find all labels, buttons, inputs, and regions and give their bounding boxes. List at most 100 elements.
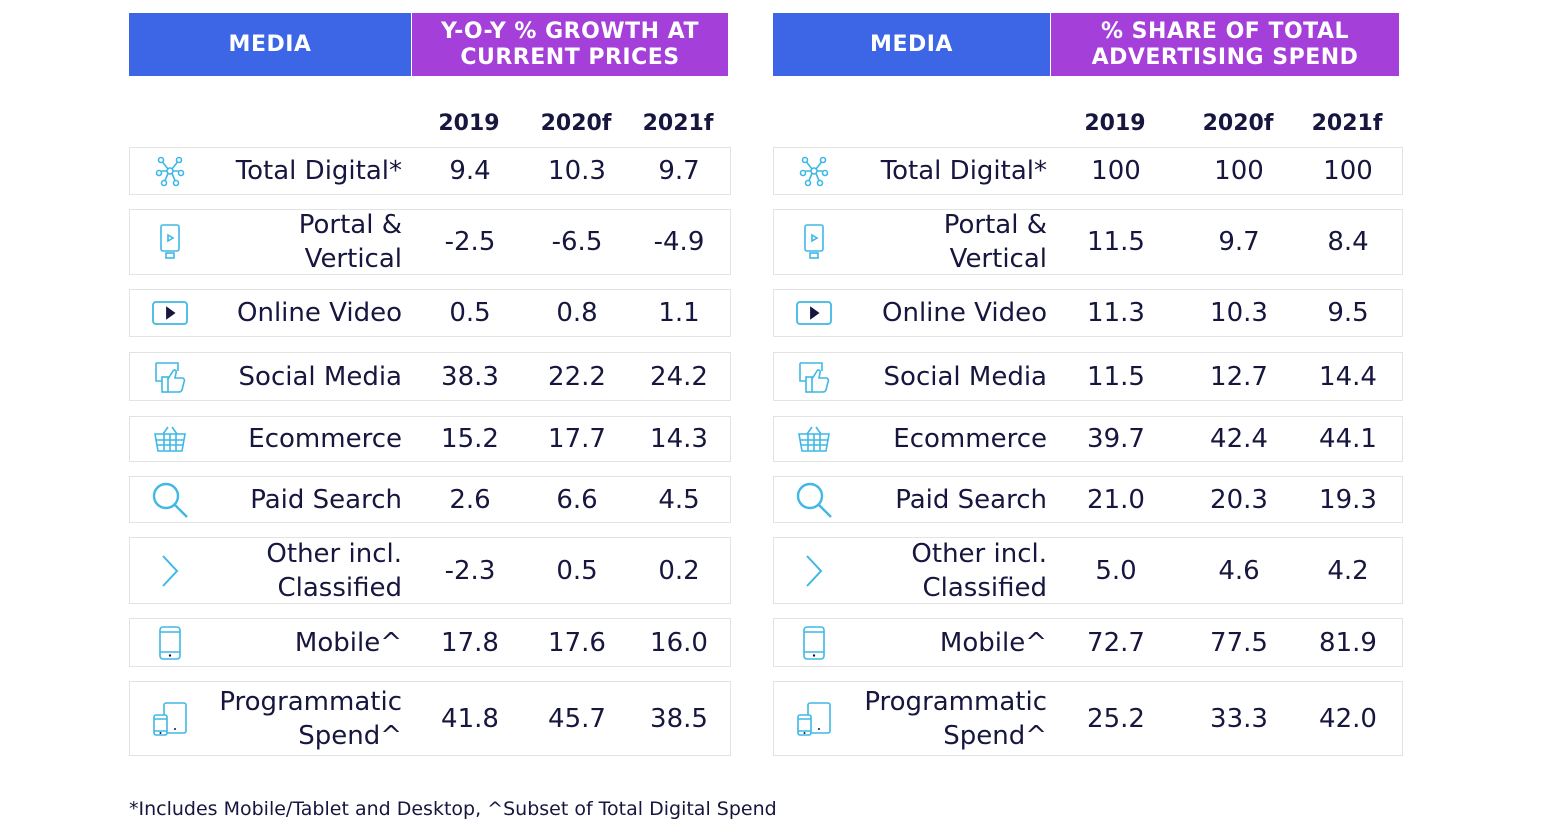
network-icon <box>150 151 190 191</box>
table-row: Online Video 11.3 10.3 9.5 <box>773 289 1403 337</box>
table-row: Paid Search 21.0 20.3 19.3 <box>773 476 1403 523</box>
value-cell: 6.6 <box>556 484 598 515</box>
table-row: Online Video 0.5 0.8 1.1 <box>129 289 731 337</box>
network-icon <box>794 151 834 191</box>
value-cell: 1.1 <box>658 298 700 328</box>
value-cell: 42.4 <box>1210 424 1268 454</box>
table-row: Ecommerce 39.7 42.4 44.1 <box>773 416 1403 462</box>
table-row: Portal & Vertical -2.5 -6.5 -4.9 <box>129 209 731 275</box>
value-cell: 8.4 <box>1327 227 1369 257</box>
row-label: Portal & Vertical <box>298 210 402 274</box>
value-cell: 11.5 <box>1087 361 1145 392</box>
value-cell: -2.5 <box>444 227 496 257</box>
chevron-right-icon <box>794 551 834 591</box>
table-row: Mobile^ 72.7 77.5 81.9 <box>773 618 1403 667</box>
value-cell: 11.3 <box>1087 298 1145 328</box>
value-cell: 16.0 <box>650 627 708 658</box>
value-cell: 0.5 <box>449 298 491 328</box>
row-label: Online Video <box>882 298 1047 328</box>
value-cell: 14.4 <box>1319 361 1377 392</box>
value-cell: 10.3 <box>1210 298 1268 328</box>
value-cell: 77.5 <box>1210 627 1268 658</box>
value-cell: 81.9 <box>1319 627 1377 658</box>
search-icon <box>794 480 834 520</box>
value-cell: 100 <box>1323 156 1373 186</box>
value-cell: 39.7 <box>1087 424 1145 454</box>
portal-device-icon <box>150 222 190 262</box>
value-cell: 17.8 <box>441 627 499 658</box>
row-label: Mobile^ <box>939 627 1047 658</box>
table-row: Programmatic Spend^ 25.2 33.3 42.0 <box>773 681 1403 756</box>
value-cell: 38.3 <box>441 361 499 392</box>
portal-device-icon <box>794 222 834 262</box>
row-label: Portal & Vertical <box>943 210 1047 274</box>
year-2020f: 2020f <box>1202 111 1274 136</box>
table-row: Other incl. Classified -2.3 0.5 0.2 <box>129 537 731 604</box>
value-cell: 100 <box>1214 156 1264 186</box>
row-label: Social Media <box>883 361 1047 392</box>
thumbs-up-icon <box>150 357 190 397</box>
row-label: Ecommerce <box>248 424 402 454</box>
thumbs-up-icon <box>794 357 834 397</box>
value-cell: 4.5 <box>658 484 700 515</box>
value-cell: 38.5 <box>650 703 708 734</box>
row-label: Social Media <box>238 361 402 392</box>
footnote: *Includes Mobile/Tablet and Desktop, ^Su… <box>129 798 777 820</box>
table-row: Social Media 11.5 12.7 14.4 <box>773 352 1403 401</box>
value-cell: 44.1 <box>1319 424 1377 454</box>
row-label: Paid Search <box>250 484 402 515</box>
table-row: Programmatic Spend^ 41.8 45.7 38.5 <box>129 681 731 756</box>
year-2021f: 2021f <box>642 111 714 136</box>
value-cell: 9.4 <box>449 156 491 186</box>
table-row: Ecommerce 15.2 17.7 14.3 <box>129 416 731 462</box>
table-row: Other incl. Classified 5.0 4.6 4.2 <box>773 537 1403 604</box>
value-cell: 4.6 <box>1218 555 1260 586</box>
value-cell: 25.2 <box>1087 703 1145 734</box>
value-cell: 15.2 <box>441 424 499 454</box>
year-header-row: 2019 2020f 2021f <box>773 111 1403 141</box>
table-row: Total Digital* 100 100 100 <box>773 147 1403 195</box>
devices-icon <box>794 699 834 739</box>
row-label: Programmatic Spend^ <box>864 686 1047 751</box>
shopping-basket-icon <box>794 419 834 459</box>
value-cell: 0.2 <box>658 555 700 586</box>
value-cell: 4.2 <box>1327 555 1369 586</box>
value-cell: 11.5 <box>1087 227 1145 257</box>
growth-header: Y-O-Y % GROWTH AT CURRENT PRICES <box>412 13 728 76</box>
media-header: MEDIA <box>129 13 411 76</box>
table-row: Social Media 38.3 22.2 24.2 <box>129 352 731 401</box>
value-cell: 17.6 <box>548 627 606 658</box>
media-header: MEDIA <box>773 13 1050 76</box>
value-cell: 22.2 <box>548 361 606 392</box>
value-cell: 9.5 <box>1327 298 1369 328</box>
mobile-phone-icon <box>794 623 834 663</box>
value-cell: 33.3 <box>1210 703 1268 734</box>
value-cell: 0.8 <box>556 298 598 328</box>
row-label: Mobile^ <box>294 627 402 658</box>
year-2021f: 2021f <box>1311 111 1383 136</box>
year-2020f: 2020f <box>540 111 612 136</box>
year-2019: 2019 <box>438 111 500 136</box>
value-cell: 19.3 <box>1319 484 1377 515</box>
value-cell: -4.9 <box>653 227 705 257</box>
value-cell: 72.7 <box>1087 627 1145 658</box>
row-label: Online Video <box>237 298 402 328</box>
value-cell: 41.8 <box>441 703 499 734</box>
table-row: Mobile^ 17.8 17.6 16.0 <box>129 618 731 667</box>
year-2019: 2019 <box>1084 111 1146 136</box>
value-cell: 42.0 <box>1319 703 1377 734</box>
value-cell: -2.3 <box>444 555 496 586</box>
value-cell: 24.2 <box>650 361 708 392</box>
table-row: Paid Search 2.6 6.6 4.5 <box>129 476 731 523</box>
value-cell: 9.7 <box>658 156 700 186</box>
video-play-icon <box>794 293 834 333</box>
shopping-basket-icon <box>150 419 190 459</box>
row-label: Other incl. Classified <box>266 538 402 603</box>
value-cell: -6.5 <box>551 227 603 257</box>
video-play-icon <box>150 293 190 333</box>
value-cell: 14.3 <box>650 424 708 454</box>
value-cell: 0.5 <box>556 555 598 586</box>
value-cell: 2.6 <box>449 484 491 515</box>
value-cell: 12.7 <box>1210 361 1268 392</box>
year-header-row: 2019 2020f 2021f <box>129 111 731 141</box>
